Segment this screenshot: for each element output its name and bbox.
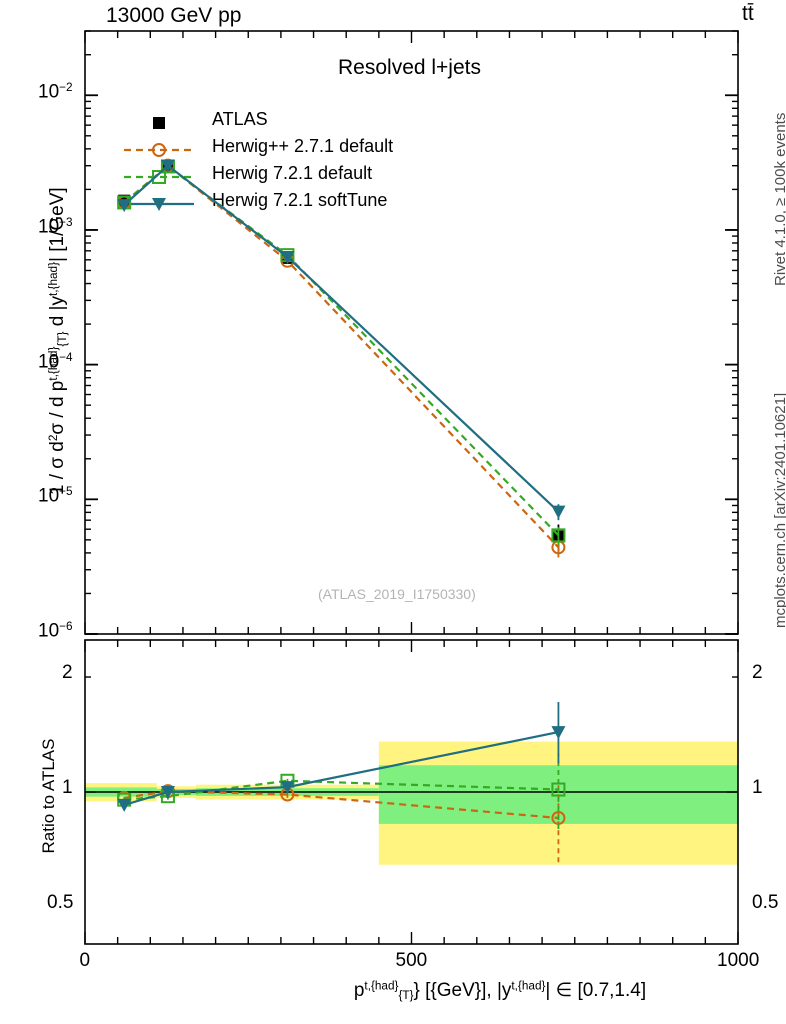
xtick-label: 1000 — [717, 950, 760, 971]
main-ytick-label: 10−6 — [38, 620, 73, 642]
header-energy: 13000 GeV pp — [106, 4, 242, 27]
marker-triangle-down — [160, 786, 175, 799]
marker-square-open — [551, 782, 566, 797]
series-line-triangle-down — [123, 164, 560, 513]
ratio-ytick-label-right: 1 — [752, 777, 763, 798]
legend-marker-1 — [124, 143, 194, 157]
main-ytick-label: 10−4 — [38, 350, 73, 373]
analysis-watermark: (ATLAS_2019_I1750330) — [318, 586, 476, 602]
ratio-ytick-label-right: 0.5 — [752, 891, 779, 913]
ratio-ytick-label-left: 1 — [62, 777, 73, 798]
marker-triangle-down — [551, 726, 566, 740]
legend-label: Herwig 7.2.1 default — [212, 163, 373, 183]
header-process: tt̄ — [742, 2, 754, 25]
legend-marker-3 — [124, 198, 194, 211]
ratio-line — [123, 731, 559, 806]
marker-triangle-down — [280, 781, 295, 795]
ratio-ytick-label-right: 2 — [752, 662, 763, 684]
legend-label: ATLAS — [212, 109, 268, 129]
xtick-label: 500 — [395, 950, 428, 971]
ratio-ytick-label-left: 2 — [62, 662, 73, 684]
series-line-circle-open — [123, 164, 560, 549]
xtick-label: 0 — [79, 950, 91, 971]
marker-triangle-down — [117, 798, 132, 812]
main-ytick-label: 10−3 — [38, 215, 73, 238]
ratio-ytick-label-left: 0.5 — [47, 891, 74, 913]
marker-triangle-down — [160, 159, 175, 173]
main-panel-frame — [84, 30, 739, 635]
marker-circle-open — [551, 810, 566, 825]
xaxis-label: pt,{had}{T}} [{GeV}], |yt,{had}| ∈ [0.7,… — [353, 979, 647, 1002]
legend-label: Herwig++ 2.7.1 default — [212, 136, 394, 156]
marker-triangle-down — [117, 199, 132, 213]
main-ytick-label: 10−2 — [38, 81, 73, 103]
legend-marker-0 — [153, 117, 165, 129]
marker-triangle-down — [551, 505, 566, 519]
main-ytick-label: 10−5 — [38, 485, 73, 507]
marker-square-open — [551, 528, 566, 543]
legend-label: Herwig 7.2.1 softTune — [212, 190, 388, 210]
panel-title: Resolved l+jets — [338, 56, 481, 79]
marker-triangle-down — [280, 250, 295, 264]
